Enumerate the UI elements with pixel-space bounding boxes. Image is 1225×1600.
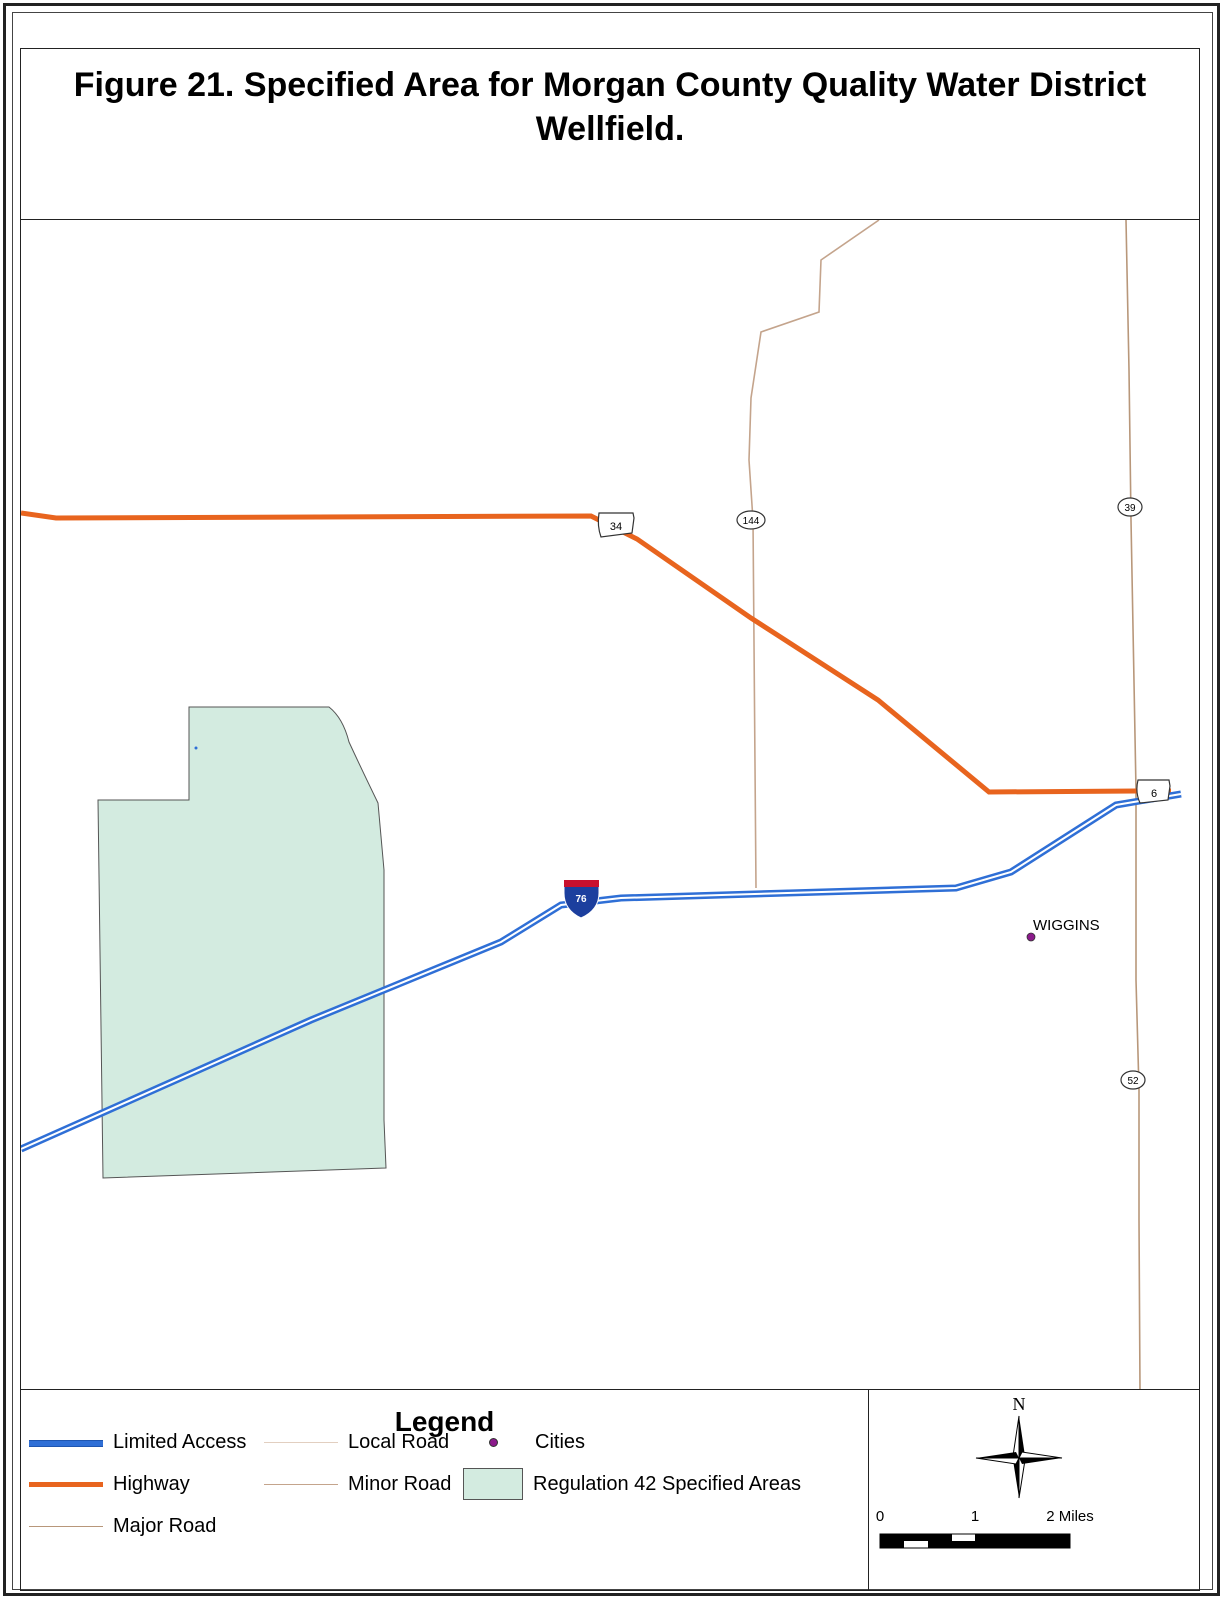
legend-item-local-road: Local Road [264,1429,449,1455]
highway-symbol [29,1471,103,1497]
legend-title: Legend [394,1406,495,1437]
major-road-39-52 [1125,220,1141,1389]
legend-label-local-road: Local Road [348,1430,450,1453]
scale-bar: 0 1 2 Miles [876,1508,1094,1549]
sh144-shield-label: 144 [743,516,760,527]
sh52-shield-label: 52 [1127,1076,1139,1087]
regulation-42-symbol [463,1468,523,1500]
outer-frame [3,3,1220,1596]
scale-label-0: 0 [876,1508,884,1525]
legend-label-minor-road: Minor Road [348,1472,452,1495]
legend-item-major-road: Major Road [29,1513,216,1539]
limited-access-symbol [29,1429,103,1455]
city-wiggins: WIGGINS [1026,917,1100,942]
legend-label-major-road: Major Road [113,1514,217,1537]
us6-shield-label: 6 [1151,788,1157,800]
minor-road-symbol [264,1471,338,1497]
figure-title: Figure 21. Specified Area for Morgan Cou… [73,66,1147,148]
limited-access-i76-center [21,793,1182,1150]
local-road-symbol [264,1429,338,1455]
i76-shield: 76 [563,879,600,919]
specified-area-polygon [97,706,387,1179]
us6-shield: 6 [1136,779,1171,804]
north-arrow-label: N [1013,1394,1026,1414]
legend-item-highway: Highway [29,1471,190,1497]
legend-label-regulation-42: Regulation 42 Specified Areas [533,1472,801,1495]
sh39-shield: 39 [1117,497,1143,517]
sh144-shield: 144 [736,510,766,530]
inner-frame [12,12,1213,1590]
i76-shield-label: 76 [575,894,587,905]
north-arrow-scale-canvas: N 0 1 2 Miles [876,1394,1094,1549]
legend-item-minor-road: Minor Road [264,1471,451,1497]
legend-label-limited-access: Limited Access [113,1430,247,1453]
sh39-shield-label: 39 [1124,503,1136,514]
legend-panel: Legend Limited Access Highway Major Road… [20,1389,869,1591]
scale-label-2: 2 Miles [1046,1508,1094,1525]
cities-symbol [463,1429,525,1455]
north-arrow-icon: N [975,1394,1063,1499]
us34-shield-label: 34 [610,521,622,533]
scale-label-1: 1 [971,1508,979,1525]
major-road-symbol [29,1513,103,1539]
minor-road-144 [748,220,880,889]
legend-item-cities: Cities [463,1429,585,1455]
city-marker [1026,932,1036,942]
city-label-wiggins: WIGGINS [1033,917,1100,934]
legend-item-limited-access: Limited Access [29,1429,246,1455]
map-canvas: 34 144 39 6 76 52 W [21,220,1182,1389]
legend-item-regulation-42: Regulation 42 Specified Areas [463,1467,801,1501]
specified-area-well-dot [194,746,198,750]
legend-label-highway: Highway [113,1472,190,1495]
sh52-shield: 52 [1120,1070,1146,1090]
us34-shield: 34 [597,512,635,538]
highway-us34 [21,510,1171,795]
legend-label-cities: Cities [535,1430,586,1453]
map-panel: 34 144 39 6 76 52 W [20,219,1200,1390]
title-panel: Figure 21. Specified Area for Morgan Cou… [20,48,1200,220]
north-arrow-scale-panel: N 0 1 2 Miles [868,1389,1200,1591]
